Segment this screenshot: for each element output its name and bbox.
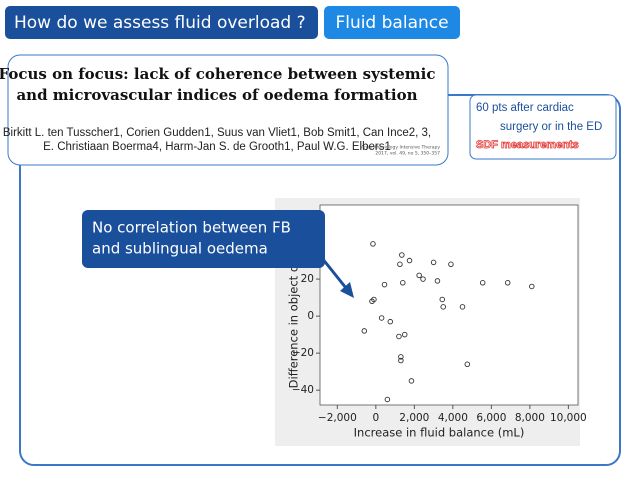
- slide-tag: Fluid balance: [335, 13, 448, 33]
- callout-text: No correlation between FB: [92, 219, 291, 237]
- paper-box: [7, 54, 449, 166]
- y-tick-label: −20: [292, 347, 314, 359]
- point: [381, 281, 388, 288]
- point: [384, 396, 391, 403]
- title-pill: [5, 6, 318, 39]
- point: [529, 283, 535, 290]
- point: [378, 315, 385, 321]
- x-tick-label: 2,000: [399, 412, 429, 424]
- paper-journal: 2017, vol. 49, no 5, 350–357: [375, 151, 440, 157]
- point: [399, 252, 405, 258]
- point: [361, 328, 368, 334]
- callout-box: [82, 210, 325, 268]
- point: [504, 280, 511, 286]
- paper-journal: Anaesthesiology Intensive Therapy: [361, 145, 440, 151]
- x-tick-label: 4,000: [438, 412, 468, 424]
- point: [398, 354, 404, 360]
- paper-title: and microvascular indices of oedema form…: [16, 86, 417, 104]
- paper-authors: Birkitt L. ten Tusscher1, Corien Gudden1…: [3, 127, 431, 139]
- point: [439, 296, 446, 303]
- point: [459, 304, 466, 310]
- x-tick-label: 6,000: [476, 412, 506, 424]
- point: [400, 280, 406, 286]
- point: [430, 259, 437, 266]
- point: [408, 378, 415, 384]
- point: [396, 333, 402, 340]
- point: [406, 257, 413, 264]
- note-highlight: SDF measurements: [476, 139, 579, 151]
- arrow-head: [340, 282, 354, 298]
- point: [387, 318, 394, 325]
- point: [401, 331, 408, 338]
- plot: −2,000 0 2,000 4,000 6,000 8,000 10,000 −40 −20 0…: [287, 241, 587, 440]
- x-tick-label: 0: [372, 412, 379, 424]
- y-axis-label: Difference in object di: [287, 262, 301, 389]
- point: [434, 278, 441, 284]
- x-tick-label: 10,000: [550, 412, 587, 424]
- x-tick-label: 8,000: [515, 412, 545, 424]
- point: [448, 261, 454, 268]
- slide-title: How do we assess fluid overload ?: [14, 13, 306, 33]
- paper-authors: E. Christiaan Boerma4, Harm-Jan S. de Gr…: [43, 141, 391, 153]
- overlay: No correlation between FB and sublingual …: [82, 210, 354, 298]
- point: [370, 241, 376, 247]
- point: [398, 357, 404, 364]
- point: [416, 272, 422, 279]
- note-box: [469, 94, 617, 160]
- callout-text: and sublingual oedema: [92, 240, 268, 258]
- point: [479, 280, 486, 286]
- tag-pill: [324, 6, 460, 39]
- x-axis-label: Increase in fluid balance (mL): [354, 426, 525, 440]
- point: [397, 261, 403, 268]
- paper-title: Focus on focus: lack of coherence betwee…: [0, 65, 435, 83]
- y-tick-label: 20: [301, 273, 314, 285]
- point: [369, 298, 375, 305]
- note-text: 60 pts after cardiac: [476, 102, 574, 114]
- point: [464, 361, 471, 368]
- y-tick-label: 0: [307, 310, 314, 322]
- y-tick-label: −40: [292, 384, 314, 396]
- note-text: surgery or in the ED: [500, 121, 602, 133]
- x-tick-label: −2,000: [318, 412, 357, 424]
- point: [420, 276, 426, 282]
- point: [440, 304, 446, 310]
- plot-frame: [319, 204, 579, 406]
